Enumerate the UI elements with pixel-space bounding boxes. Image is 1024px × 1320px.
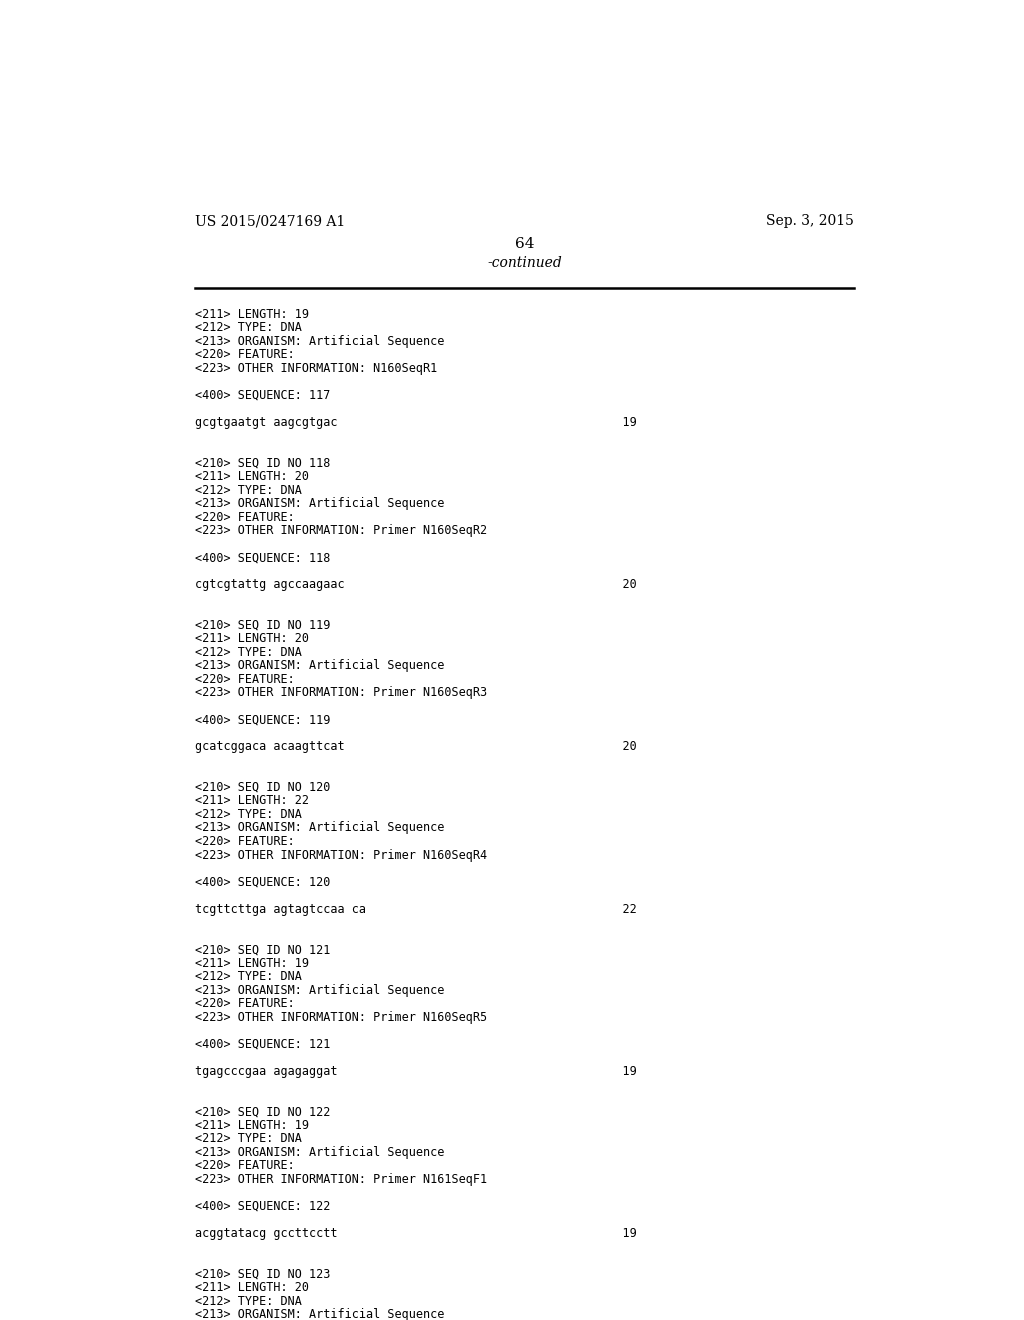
Text: <223> OTHER INFORMATION: Primer N160SeqR2: <223> OTHER INFORMATION: Primer N160SeqR…: [196, 524, 487, 537]
Text: <210> SEQ ID NO 123: <210> SEQ ID NO 123: [196, 1267, 331, 1280]
Text: <213> ORGANISM: Artificial Sequence: <213> ORGANISM: Artificial Sequence: [196, 1146, 444, 1159]
Text: <400> SEQUENCE: 119: <400> SEQUENCE: 119: [196, 713, 331, 726]
Text: <212> TYPE: DNA: <212> TYPE: DNA: [196, 483, 302, 496]
Text: gcgtgaatgt aagcgtgac                                        19: gcgtgaatgt aagcgtgac 19: [196, 416, 637, 429]
Text: <212> TYPE: DNA: <212> TYPE: DNA: [196, 1133, 302, 1146]
Text: <211> LENGTH: 20: <211> LENGTH: 20: [196, 470, 309, 483]
Text: <400> SEQUENCE: 121: <400> SEQUENCE: 121: [196, 1038, 331, 1051]
Text: <211> LENGTH: 22: <211> LENGTH: 22: [196, 795, 309, 808]
Text: <220> FEATURE:: <220> FEATURE:: [196, 836, 295, 847]
Text: <211> LENGTH: 19: <211> LENGTH: 19: [196, 1119, 309, 1131]
Text: <223> OTHER INFORMATION: Primer N160SeqR4: <223> OTHER INFORMATION: Primer N160SeqR…: [196, 849, 487, 862]
Text: <210> SEQ ID NO 121: <210> SEQ ID NO 121: [196, 944, 331, 956]
Text: <220> FEATURE:: <220> FEATURE:: [196, 511, 295, 524]
Text: Sep. 3, 2015: Sep. 3, 2015: [766, 214, 854, 228]
Text: <223> OTHER INFORMATION: Primer N161SeqF1: <223> OTHER INFORMATION: Primer N161SeqF…: [196, 1173, 487, 1185]
Text: <220> FEATURE:: <220> FEATURE:: [196, 1159, 295, 1172]
Text: <213> ORGANISM: Artificial Sequence: <213> ORGANISM: Artificial Sequence: [196, 335, 444, 348]
Text: <213> ORGANISM: Artificial Sequence: <213> ORGANISM: Artificial Sequence: [196, 821, 444, 834]
Text: <212> TYPE: DNA: <212> TYPE: DNA: [196, 321, 302, 334]
Text: <211> LENGTH: 20: <211> LENGTH: 20: [196, 1282, 309, 1294]
Text: acggtatacg gccttcctt                                        19: acggtatacg gccttcctt 19: [196, 1228, 637, 1239]
Text: <400> SEQUENCE: 118: <400> SEQUENCE: 118: [196, 552, 331, 564]
Text: -continued: -continued: [487, 256, 562, 271]
Text: cgtcgtattg agccaagaac                                       20: cgtcgtattg agccaagaac 20: [196, 578, 637, 591]
Text: <211> LENGTH: 19: <211> LENGTH: 19: [196, 957, 309, 970]
Text: <213> ORGANISM: Artificial Sequence: <213> ORGANISM: Artificial Sequence: [196, 659, 444, 672]
Text: <400> SEQUENCE: 120: <400> SEQUENCE: 120: [196, 875, 331, 888]
Text: <210> SEQ ID NO 120: <210> SEQ ID NO 120: [196, 781, 331, 793]
Text: <211> LENGTH: 20: <211> LENGTH: 20: [196, 632, 309, 645]
Text: gcatcggaca acaagttcat                                       20: gcatcggaca acaagttcat 20: [196, 741, 637, 754]
Text: <211> LENGTH: 19: <211> LENGTH: 19: [196, 308, 309, 321]
Text: <223> OTHER INFORMATION: Primer N160SeqR5: <223> OTHER INFORMATION: Primer N160SeqR…: [196, 1011, 487, 1024]
Text: <210> SEQ ID NO 118: <210> SEQ ID NO 118: [196, 457, 331, 470]
Text: <210> SEQ ID NO 122: <210> SEQ ID NO 122: [196, 1105, 331, 1118]
Text: <212> TYPE: DNA: <212> TYPE: DNA: [196, 808, 302, 821]
Text: <212> TYPE: DNA: <212> TYPE: DNA: [196, 970, 302, 983]
Text: <213> ORGANISM: Artificial Sequence: <213> ORGANISM: Artificial Sequence: [196, 1308, 444, 1320]
Text: <220> FEATURE:: <220> FEATURE:: [196, 673, 295, 686]
Text: <223> OTHER INFORMATION: Primer N160SeqR3: <223> OTHER INFORMATION: Primer N160SeqR…: [196, 686, 487, 700]
Text: <220> FEATURE:: <220> FEATURE:: [196, 997, 295, 1010]
Text: 64: 64: [515, 236, 535, 251]
Text: tgagcccgaa agagaggat                                        19: tgagcccgaa agagaggat 19: [196, 1065, 637, 1078]
Text: <213> ORGANISM: Artificial Sequence: <213> ORGANISM: Artificial Sequence: [196, 498, 444, 510]
Text: <220> FEATURE:: <220> FEATURE:: [196, 348, 295, 362]
Text: <223> OTHER INFORMATION: N160SeqR1: <223> OTHER INFORMATION: N160SeqR1: [196, 362, 437, 375]
Text: <213> ORGANISM: Artificial Sequence: <213> ORGANISM: Artificial Sequence: [196, 983, 444, 997]
Text: US 2015/0247169 A1: US 2015/0247169 A1: [196, 214, 346, 228]
Text: <212> TYPE: DNA: <212> TYPE: DNA: [196, 645, 302, 659]
Text: <400> SEQUENCE: 117: <400> SEQUENCE: 117: [196, 389, 331, 401]
Text: <400> SEQUENCE: 122: <400> SEQUENCE: 122: [196, 1200, 331, 1213]
Text: <210> SEQ ID NO 119: <210> SEQ ID NO 119: [196, 619, 331, 632]
Text: <212> TYPE: DNA: <212> TYPE: DNA: [196, 1295, 302, 1308]
Text: tcgttcttga agtagtccaa ca                                    22: tcgttcttga agtagtccaa ca 22: [196, 903, 637, 916]
